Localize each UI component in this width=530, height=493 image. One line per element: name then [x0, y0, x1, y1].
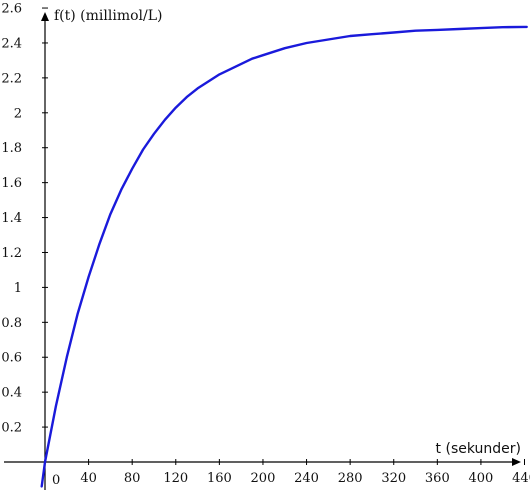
y-tick-label: 2.6	[1, 2, 22, 17]
y-tick-label: 1.6	[1, 176, 22, 191]
y-tick-label: 1.2	[1, 246, 22, 261]
series-line-1	[40, 25, 528, 488]
y-tick-label: 1.4	[1, 211, 22, 226]
y-tick-label: 2.4	[1, 36, 22, 51]
y-tick-label: 0.8	[1, 316, 22, 331]
y-tick-label: 2.2	[1, 71, 22, 86]
x-tick-label: 40	[80, 471, 97, 486]
y-tick-label: 0.6	[1, 351, 22, 366]
series-layer	[40, 25, 528, 488]
axes	[4, 12, 521, 490]
tick-marks	[42, 7, 526, 465]
x-tick-label: 80	[124, 471, 141, 486]
x-tick-label: 320	[381, 471, 406, 486]
y-tick-label: 2	[14, 106, 22, 121]
x-tick-label: 360	[425, 471, 450, 486]
x-tick-label: 160	[207, 471, 232, 486]
y-tick-label: 0.4	[1, 386, 22, 401]
x-tick-label: 280	[338, 471, 363, 486]
y-axis-title: f(t) (millimol/L)	[54, 8, 163, 24]
x-tick-label: 120	[163, 471, 188, 486]
origin-label: 0	[52, 473, 60, 488]
x-tick-label: 440	[512, 471, 530, 486]
x-tick-label: 400	[469, 471, 494, 486]
y-axis-arrow	[41, 12, 49, 21]
tick-labels: 40801201602002402803203604004400.20.40.6…	[1, 2, 530, 486]
y-tick-label: 0.2	[1, 421, 22, 436]
x-axis-title: t (sekunder)	[436, 441, 521, 457]
x-tick-label: 240	[294, 471, 319, 486]
y-tick-label: 1	[14, 281, 22, 296]
y-tick-label: 1.8	[1, 141, 22, 156]
x-axis-arrow	[512, 458, 521, 466]
x-tick-label: 200	[251, 471, 276, 486]
